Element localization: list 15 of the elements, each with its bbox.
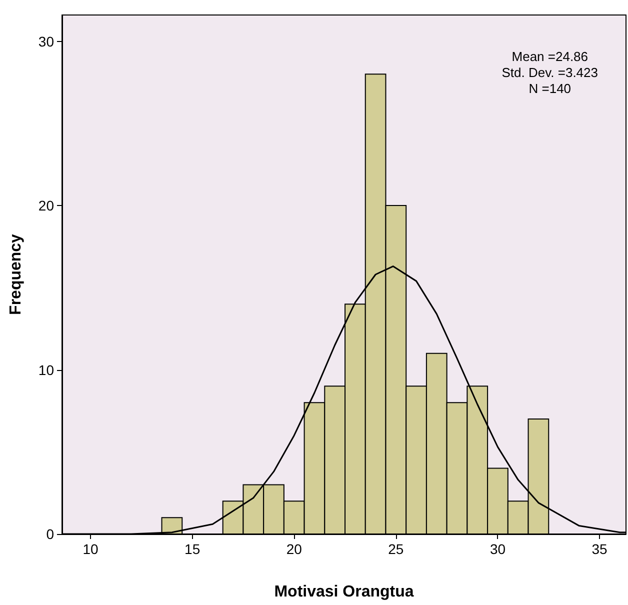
y-tick-label: 0 xyxy=(46,526,54,542)
x-tick-label: 25 xyxy=(388,541,404,557)
x-tick-label: 30 xyxy=(490,541,506,557)
x-tick-label: 20 xyxy=(286,541,302,557)
annotation: Mean =24.86 xyxy=(512,49,588,64)
y-tick-label: 30 xyxy=(38,33,54,50)
x-tick-label: 10 xyxy=(82,541,98,557)
annotation: N =140 xyxy=(528,81,572,96)
y-tick-label: 20 xyxy=(38,198,54,214)
y-tick-label: 10 xyxy=(38,362,54,378)
x-tick-label: 35 xyxy=(592,541,608,557)
annotation: Std. Dev. =3.423 xyxy=(502,65,598,80)
x-tick-label: 15 xyxy=(184,541,200,557)
y-axis-title: Frequency xyxy=(8,234,24,315)
x-axis-title: Motivasi Orangtua xyxy=(274,584,414,600)
